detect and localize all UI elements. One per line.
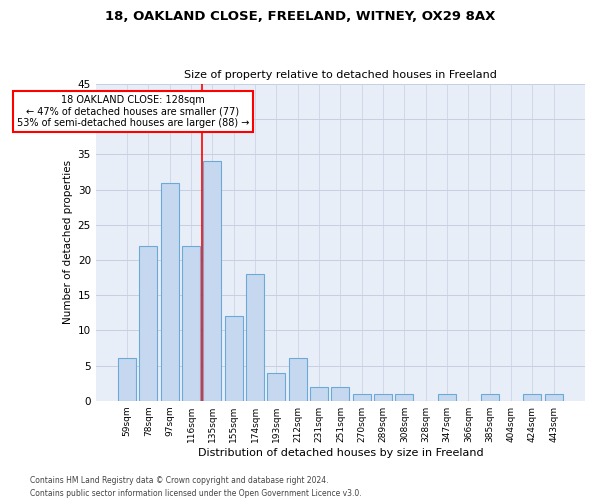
Bar	[545, 394, 563, 400]
Text: 18 OAKLAND CLOSE: 128sqm
← 47% of detached houses are smaller (77)
53% of semi-d: 18 OAKLAND CLOSE: 128sqm ← 47% of detach…	[17, 94, 249, 128]
Title: Size of property relative to detached houses in Freeland: Size of property relative to detached ho…	[184, 70, 497, 81]
Bar	[353, 394, 371, 400]
Bar	[395, 394, 413, 400]
Text: Contains HM Land Registry data © Crown copyright and database right 2024.
Contai: Contains HM Land Registry data © Crown c…	[30, 476, 362, 498]
Bar	[118, 358, 136, 401]
Bar	[161, 182, 179, 400]
Bar	[203, 162, 221, 400]
X-axis label: Distribution of detached houses by size in Freeland: Distribution of detached houses by size …	[197, 448, 483, 458]
Bar	[331, 386, 349, 400]
Bar	[438, 394, 456, 400]
Y-axis label: Number of detached properties: Number of detached properties	[64, 160, 73, 324]
Bar	[182, 246, 200, 400]
Bar	[374, 394, 392, 400]
Text: 18, OAKLAND CLOSE, FREELAND, WITNEY, OX29 8AX: 18, OAKLAND CLOSE, FREELAND, WITNEY, OX2…	[105, 10, 495, 23]
Bar	[224, 316, 243, 400]
Bar	[268, 372, 286, 400]
Bar	[289, 358, 307, 401]
Bar	[523, 394, 541, 400]
Bar	[310, 386, 328, 400]
Bar	[246, 274, 264, 400]
Bar	[139, 246, 157, 400]
Bar	[481, 394, 499, 400]
